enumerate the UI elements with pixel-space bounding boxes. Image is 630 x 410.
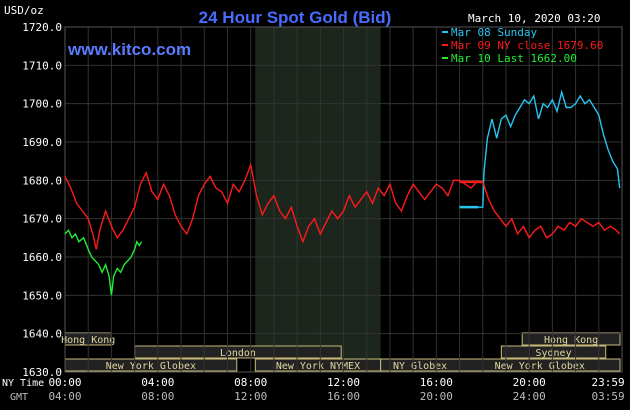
x-tick-label-gmt: 08:00 (141, 390, 174, 403)
x-tick-label-ny: 04:00 (141, 376, 174, 389)
series-line (473, 89, 621, 208)
session-bar (500, 345, 607, 359)
legend-label: Mar 09 NY close 1679.60 (451, 39, 603, 52)
series-lines (64, 89, 621, 296)
session-label: Sydney (535, 348, 571, 359)
session-label: New York Globex (495, 361, 585, 372)
session-label: NY Globex (393, 361, 447, 372)
x-tick-label-ny: 00:00 (48, 376, 81, 389)
session-label: London (220, 348, 256, 359)
y-axis-unit: USD/oz (4, 4, 44, 17)
y-tick-label: 1650.0 (22, 289, 62, 302)
chart-title: 24 Hour Spot Gold (Bid) (199, 8, 392, 27)
session-label: New York Globex (106, 361, 196, 372)
x-tick-label-gmt: 16:00 (327, 390, 360, 403)
y-tick-label: 1700.0 (22, 98, 62, 111)
y-tick-label: 1660.0 (22, 251, 62, 264)
chart-timestamp: March 10, 2020 03:20 (468, 12, 600, 25)
x-tick-label-ny: 08:00 (234, 376, 267, 389)
x-axis-row2-label: GMT (10, 392, 28, 403)
session-label: New York NYMEX (276, 361, 360, 372)
x-tick-label-gmt: 03:59 (592, 390, 625, 403)
y-tick-label: 1710.0 (22, 59, 62, 72)
y-tick-label: 1630.0 (22, 366, 62, 379)
y-tick-label: 1720.0 (22, 21, 62, 34)
y-tick-label: 1640.0 (22, 328, 62, 341)
y-tick-label: 1690.0 (22, 136, 62, 149)
shaded-session-area (255, 27, 381, 372)
x-tick-label-ny: 20:00 (513, 376, 546, 389)
x-tick-label-gmt: 24:00 (513, 390, 546, 403)
session-bar (521, 332, 621, 346)
series-line (64, 228, 143, 296)
x-axis-row1-label: NY Time (2, 378, 44, 389)
x-tick-label-ny: 23:59 (592, 376, 625, 389)
x-tick-label-gmt: 20:00 (420, 390, 453, 403)
y-tick-label: 1680.0 (22, 174, 62, 187)
plot-area (255, 27, 381, 372)
legend-label: Mar 08 Sunday (451, 26, 537, 39)
x-tick-label-ny: 12:00 (327, 376, 360, 389)
legend-label: Mar 10 Last 1662.00 (451, 52, 577, 65)
source-url: www.kitco.com (67, 40, 191, 59)
x-tick-label-gmt: 12:00 (234, 390, 267, 403)
axes: 1720.0 1710.0 1700.0 1690.0 1680.0 1670.0 1660… (22, 21, 624, 403)
session-label: Hong Kong (544, 335, 598, 346)
series-line-continuation (482, 181, 621, 240)
x-tick-label-gmt: 04:00 (48, 390, 81, 403)
x-tick-label-ny: 16:00 (420, 376, 453, 389)
y-tick-label: 1670.0 (22, 213, 62, 226)
plot-border (64, 26, 623, 373)
grid (64, 26, 623, 373)
series-line (64, 162, 483, 250)
